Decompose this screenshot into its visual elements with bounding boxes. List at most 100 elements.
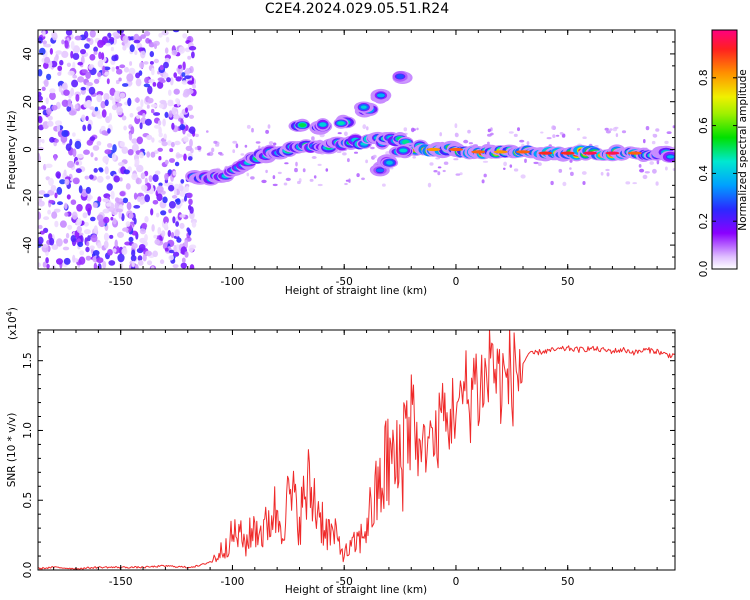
noise-speck [188,198,193,205]
noise-speck [159,99,167,105]
scatter-speck [309,178,314,182]
noise-speck [168,184,175,192]
noise-speck [101,109,107,118]
noise-speck [47,115,54,121]
noise-speck [108,112,112,121]
noise-speck [122,227,129,232]
y-tick-label: 1.0 [22,422,34,439]
noise-speck [133,217,137,225]
noise-speck [92,250,100,256]
scatter-speck [250,176,255,180]
colorbar-label: Normalized spectral amplitude [737,69,749,230]
y-tick-label: 0 [22,146,34,153]
noise-speck [141,222,148,229]
noise-speck [150,151,156,158]
noise-speck [140,34,147,39]
noise-speck [175,204,181,209]
noise-speck [137,255,143,262]
noise-speck [104,99,109,107]
noise-speck [154,239,160,245]
noise-speck [189,138,193,148]
scatter-speck [311,136,315,141]
noise-speck [114,90,121,100]
ridge-peak [426,147,441,152]
y-tick-label: 1.5 [22,352,34,369]
noise-speck [159,259,165,265]
x-tick-label: 0 [453,576,460,588]
scatter-speck [503,167,506,170]
noise-speck [77,76,85,83]
noise-speck [107,143,113,148]
noise-speck [182,33,188,39]
noise-speck [78,256,86,265]
scatter-speck [382,183,386,187]
noise-speck [74,104,79,109]
noise-speck [162,118,166,127]
scatter-speck [558,168,563,173]
scatter-speck [437,171,441,176]
scatter-speck [509,164,513,168]
noise-speck [180,262,187,269]
noise-speck [103,232,110,242]
noise-speck [176,154,184,158]
noise-speck [90,152,94,158]
noise-speck [188,126,196,135]
noise-speck [90,216,96,222]
noise-speck [145,250,152,257]
ridge-peak [605,151,620,155]
noise-speck [165,36,170,43]
noise-speck [40,105,47,110]
scatter-speck [569,159,573,163]
noise-speck [191,221,197,228]
noise-speck [46,107,52,115]
x-tick-label: 50 [561,276,574,288]
scatter-speck [206,130,209,133]
noise-speck [168,201,176,209]
noise-speck [38,153,41,162]
noise-speck [175,76,182,82]
noise-speck [89,54,96,61]
noise-speck [64,178,70,186]
noise-speck [62,246,70,251]
ridge-peak [493,150,508,154]
noise-speck [172,170,177,176]
scatter-speck [517,127,520,132]
noise-speck [59,59,64,66]
noise-speck [181,257,186,263]
noise-speck [89,174,94,180]
noise-speck [184,239,189,248]
noise-speck [160,210,167,216]
noise-speck [153,124,161,129]
noise-speck [65,143,72,151]
noise-speck [93,46,98,53]
noise-speck [156,212,160,218]
x-tick-label: -50 [336,576,353,588]
noise-speck [157,227,162,235]
scatter-speck [570,171,574,176]
scatter-speck [347,158,350,163]
noise-speck [49,88,56,94]
noise-speck [97,60,104,68]
noise-speck [135,177,142,185]
noise-speck [139,227,146,235]
branch-blob [376,93,385,98]
scatter-speck [342,152,347,156]
noise-speck [51,244,59,250]
noise-speck [134,50,138,55]
noise-speck [146,104,150,109]
noise-speck [72,74,78,79]
scatter-speck [284,162,289,165]
scatter-speck [652,133,656,137]
ridge-peak [583,151,598,155]
noise-speck [137,260,144,266]
scatter-speck [459,172,463,176]
noise-speck [38,190,46,195]
scatter-speck [246,172,250,177]
noise-speck [167,101,174,107]
noise-speck [151,108,155,114]
noise-speck [164,247,169,252]
noise-speck [153,234,158,239]
noise-speck [56,186,63,195]
noise-speck [93,51,98,55]
noise-speck [159,64,164,71]
